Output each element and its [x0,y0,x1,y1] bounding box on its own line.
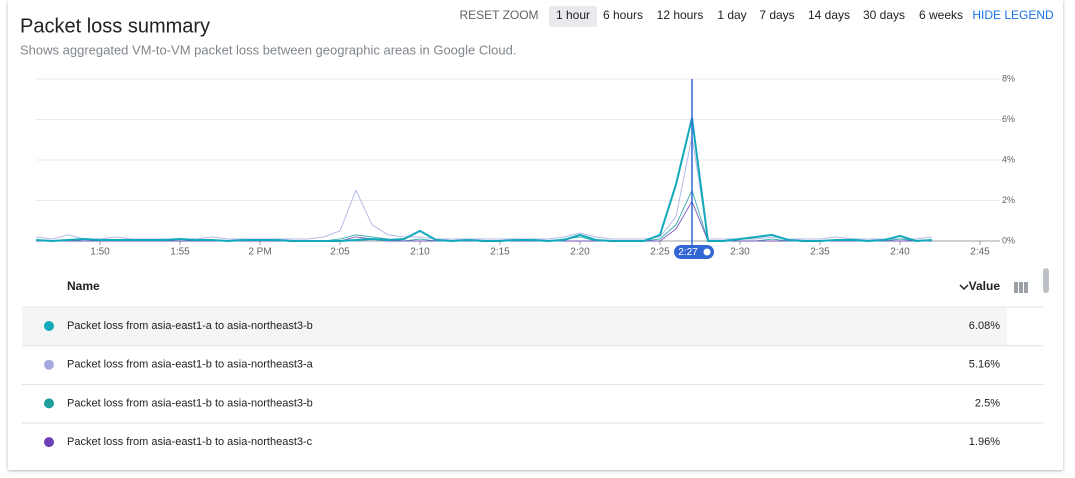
legend-dot [44,359,54,370]
row-value: 1.96% [969,436,1000,448]
range-button[interactable]: 6 weeks [919,8,963,22]
legend-dot [44,398,54,409]
cursor-close [703,248,711,256]
x-tick-label: 2 PM [248,247,271,258]
range-button[interactable]: 30 days [863,8,905,22]
range-button[interactable]: 7 days [759,8,794,22]
sort-icon[interactable] [959,284,969,291]
card [8,0,1063,470]
cursor-badge [674,245,714,259]
range-button[interactable]: 1 day [717,8,746,22]
y-tick-label: 8% [1002,73,1015,83]
range-button[interactable]: 12 hours [657,8,704,22]
title: Packet loss summary [20,15,210,37]
hide-legend[interactable]: HIDE LEGEND [972,8,1054,22]
range-selected [549,6,597,27]
x-tick-label: 2:25 [650,247,670,258]
row-highlight [22,308,1007,345]
x-tick-label: 2:30 [730,247,750,258]
row-value: 5.16% [969,359,1000,371]
x-tick-label: 2:05 [330,247,350,258]
x-tick-label: 2:15 [490,247,510,258]
x-tick-label: 2:10 [410,247,430,258]
row-name: Packet loss from asia-east1-b to asia-no… [67,397,313,409]
series-line [36,200,932,242]
y-tick-label: 6% [1002,114,1015,124]
subtitle: Shows aggregated VM-to-VM packet loss be… [20,42,516,57]
y-tick-label: 4% [1002,154,1015,164]
range-button[interactable]: 14 days [808,8,850,22]
series-line [35,117,933,243]
range-button[interactable]: 1 hour [556,8,590,22]
legend-dot [44,321,54,331]
col-name[interactable]: Name [67,279,100,293]
y-tick-label: 2% [1002,195,1015,205]
col-value[interactable]: Value [969,279,1001,293]
scrollbar[interactable] [1043,268,1049,293]
series-line [36,188,932,242]
series-line [35,136,933,240]
x-tick-label: 2:20 [570,247,590,258]
reset-zoom[interactable]: RESET ZOOM [459,8,538,22]
columns-icon[interactable] [1014,282,1028,293]
y-tick-label: 0% [1002,235,1015,245]
row-value: 2.5% [975,397,1000,409]
x-tick-label: 2:40 [890,247,910,258]
row-name: Packet loss from asia-east1-b to asia-no… [67,436,313,448]
row-value: 6.08% [969,320,1000,332]
row-name: Packet loss from asia-east1-a to asia-no… [67,320,313,332]
range-button[interactable]: 6 hours [603,8,643,22]
cursor-label: 2:27 [678,247,698,258]
x-tick-label: 2:45 [970,247,990,258]
legend-dot [44,437,54,448]
x-tick-label: 1:55 [170,247,190,258]
row-name: Packet loss from asia-east1-b to asia-no… [67,359,314,371]
x-tick-label: 1:50 [90,247,110,258]
x-tick-label: 2:35 [810,247,830,258]
